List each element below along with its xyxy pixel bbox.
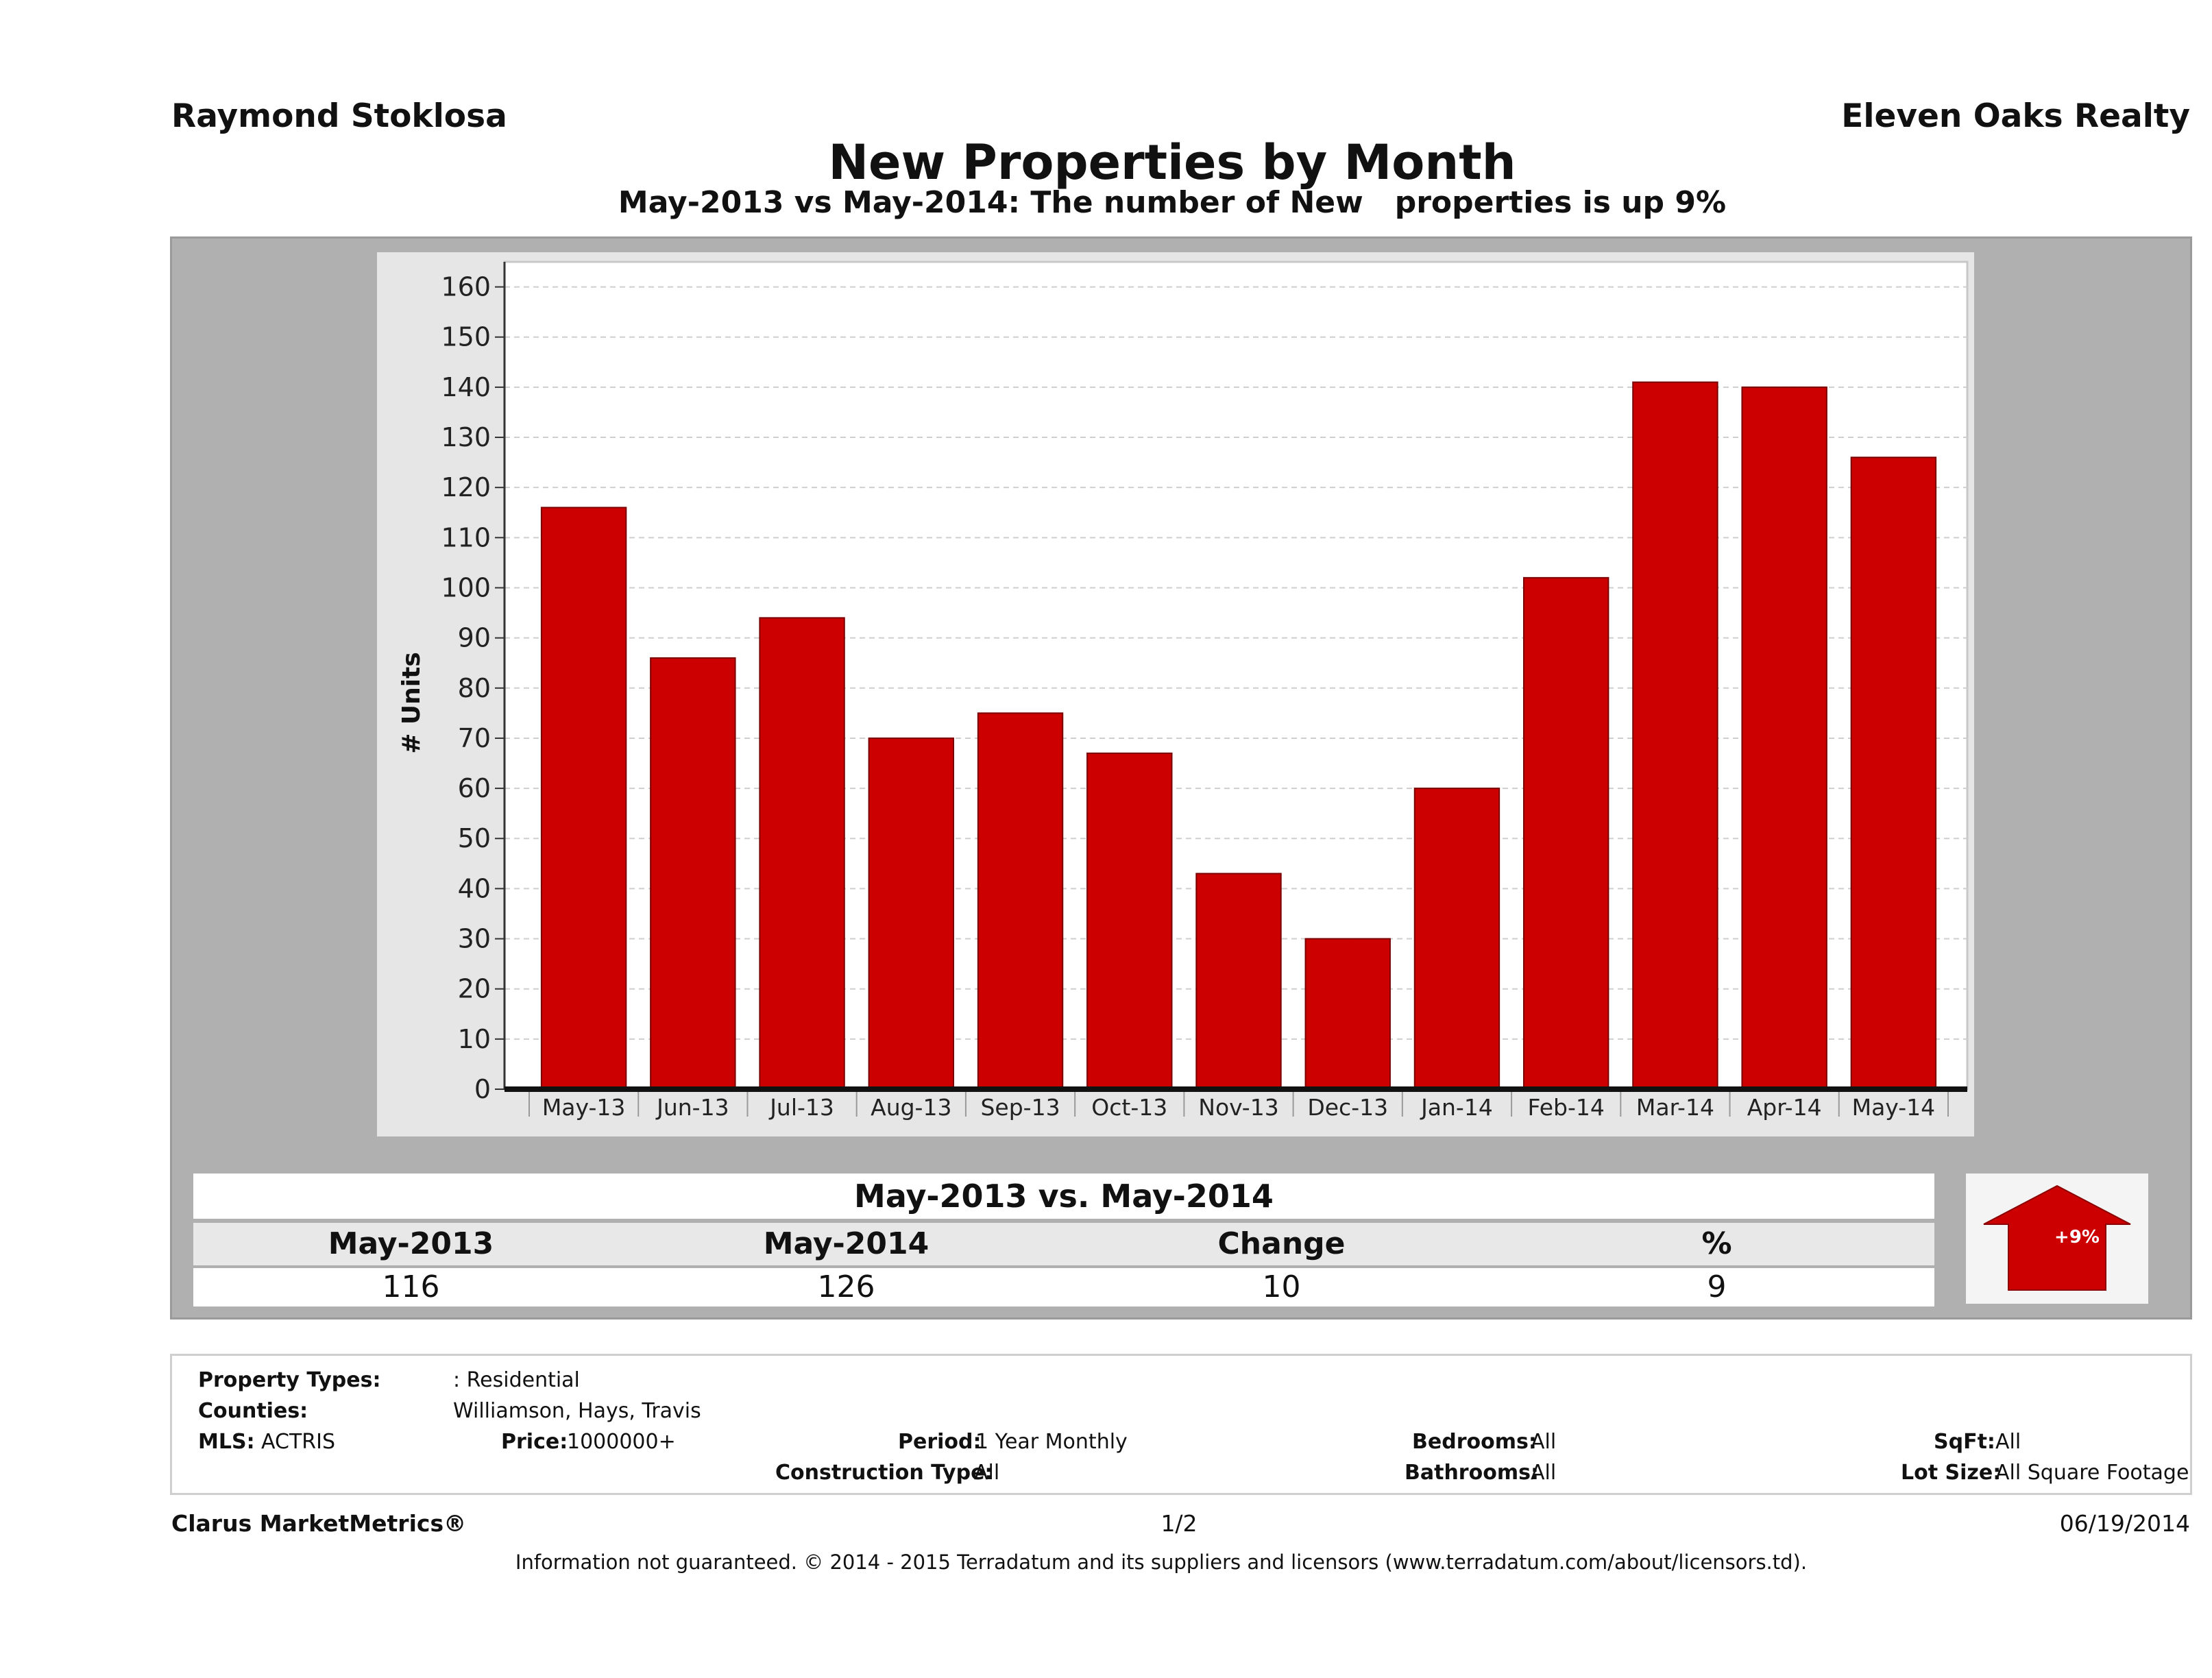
- chart-panel: 0 10 20 30 40 50 60 70 80 90 100 110 120 130 140 150 160…: [377, 252, 1974, 1136]
- y-tick-label: 120: [441, 472, 491, 502]
- lot-size-value: All Square Footage: [1995, 1461, 2189, 1485]
- y-tick-label: 20: [458, 974, 491, 1004]
- y-tick-label: 130: [441, 422, 491, 452]
- bar-dec-13: [1304, 938, 1391, 1091]
- x-tick-label: Dec-13: [1307, 1094, 1388, 1121]
- bar-nov-13: [1195, 873, 1282, 1090]
- disclaimer: Information not guaranteed. © 2014 - 201…: [515, 1551, 1808, 1574]
- brand-name: Clarus MarketMetrics®: [171, 1510, 467, 1537]
- bar-chart: 0 10 20 30 40 50 60 70 80 90 100 110 120 130 140 150 160…: [398, 260, 1969, 1121]
- counties-label: Counties:: [198, 1399, 308, 1423]
- value-may-2013: 116: [382, 1269, 440, 1304]
- value-percent: 9: [1707, 1269, 1727, 1304]
- y-tick-label: 140: [441, 372, 491, 402]
- y-tick-label: 50: [458, 823, 491, 853]
- y-tick-label: 80: [458, 673, 491, 703]
- y-tick-label: 150: [441, 322, 491, 352]
- x-tick-label: Jul-13: [768, 1094, 834, 1121]
- mls-label: MLS:: [198, 1430, 255, 1454]
- comparison-title: May-2013 vs. May-2014: [193, 1174, 1934, 1219]
- x-tick-label: Sep-13: [980, 1094, 1060, 1121]
- comparison-value-row: 116 126 10 9: [193, 1268, 1934, 1306]
- bar-may-13: [540, 507, 627, 1090]
- property-types-value: : Residential: [453, 1368, 580, 1392]
- filter-panel: Property Types: : Residential Counties: …: [170, 1354, 2192, 1495]
- agent-name: Raymond Stoklosa: [171, 97, 507, 135]
- property-types-label: Property Types:: [198, 1368, 381, 1392]
- bar-feb-14: [1522, 576, 1609, 1090]
- x-tick-label: May-13: [542, 1094, 626, 1121]
- x-tick-label: Apr-14: [1747, 1094, 1822, 1121]
- bar-mar-14: [1632, 381, 1718, 1091]
- bar-jul-13: [759, 617, 845, 1090]
- bedrooms-value: All: [1531, 1430, 1557, 1454]
- x-tick-label: Aug-13: [871, 1094, 951, 1121]
- y-tick-label: 100: [441, 572, 491, 603]
- bar-oct-13: [1086, 752, 1173, 1090]
- bar-sep-13: [977, 712, 1064, 1090]
- period-value: 1 Year Monthly: [975, 1430, 1128, 1454]
- chart-subtitle: May-2013 vs May-2014: The number of New …: [618, 185, 1727, 220]
- header-change: Change: [1217, 1226, 1346, 1261]
- x-tick-label: Nov-13: [1198, 1094, 1278, 1121]
- sqft-label: SqFt:: [1934, 1430, 1995, 1454]
- sqft-value: All: [1995, 1430, 2021, 1454]
- header-percent: %: [1701, 1226, 1732, 1261]
- up-arrow-icon: [1983, 1184, 2131, 1291]
- y-tick-label: 40: [458, 873, 491, 903]
- bar-may-14: [1850, 457, 1937, 1091]
- x-tick-label: Feb-14: [1528, 1094, 1605, 1121]
- y-tick-label: 110: [441, 522, 491, 552]
- construction-type-label: Construction Type:: [775, 1461, 993, 1485]
- counties-value: Williamson, Hays, Travis: [453, 1399, 701, 1423]
- y-tick-label: 30: [458, 924, 491, 954]
- bar-apr-14: [1741, 386, 1827, 1090]
- header-may-2014: May-2014: [763, 1226, 929, 1261]
- header-may-2013: May-2013: [328, 1226, 494, 1261]
- page-number: 1/2: [1160, 1510, 1198, 1537]
- comparison-table: May-2013 vs. May-2014 May-2013 May-2014 …: [193, 1174, 1934, 1306]
- bar-jun-13: [650, 657, 736, 1090]
- y-tick-label: 90: [458, 623, 491, 653]
- y-tick-label: 0: [474, 1074, 491, 1104]
- value-may-2014: 126: [817, 1269, 875, 1304]
- period-label: Period:: [898, 1430, 982, 1454]
- bedrooms-label: Bedrooms:: [1412, 1430, 1537, 1454]
- y-axis-title: # Units: [398, 652, 426, 754]
- price-label: Price:: [501, 1430, 568, 1454]
- construction-type-value: All: [974, 1461, 1000, 1485]
- comparison-header-row: May-2013 May-2014 Change %: [193, 1223, 1934, 1265]
- mls-value: ACTRIS: [261, 1430, 336, 1454]
- change-badge-label: +9%: [2054, 1227, 2100, 1248]
- y-tick-label: 70: [458, 723, 491, 753]
- chart-title: New Properties by Month: [828, 134, 1516, 191]
- y-tick-label: 10: [458, 1024, 491, 1054]
- y-tick-label: 60: [458, 773, 491, 803]
- bathrooms-label: Bathrooms:: [1405, 1461, 1539, 1485]
- bar-aug-13: [868, 737, 955, 1090]
- report-date: 06/19/2014: [2059, 1510, 2190, 1537]
- y-tick-label: 160: [441, 272, 491, 302]
- lot-size-label: Lot Size:: [1901, 1461, 2002, 1485]
- price-value: 1000000+: [567, 1430, 676, 1454]
- x-tick-label: Oct-13: [1091, 1094, 1167, 1121]
- bar-jan-14: [1413, 788, 1500, 1090]
- change-badge: [1966, 1174, 2148, 1304]
- x-tick-label: Mar-14: [1636, 1094, 1714, 1121]
- bathrooms-value: All: [1531, 1461, 1557, 1485]
- x-tick-label: Jun-13: [655, 1094, 729, 1121]
- company-name: Eleven Oaks Realty: [1841, 97, 2190, 135]
- value-change: 10: [1262, 1269, 1301, 1304]
- x-tick-label: Jan-14: [1420, 1094, 1493, 1121]
- x-tick-label: May-14: [1852, 1094, 1936, 1121]
